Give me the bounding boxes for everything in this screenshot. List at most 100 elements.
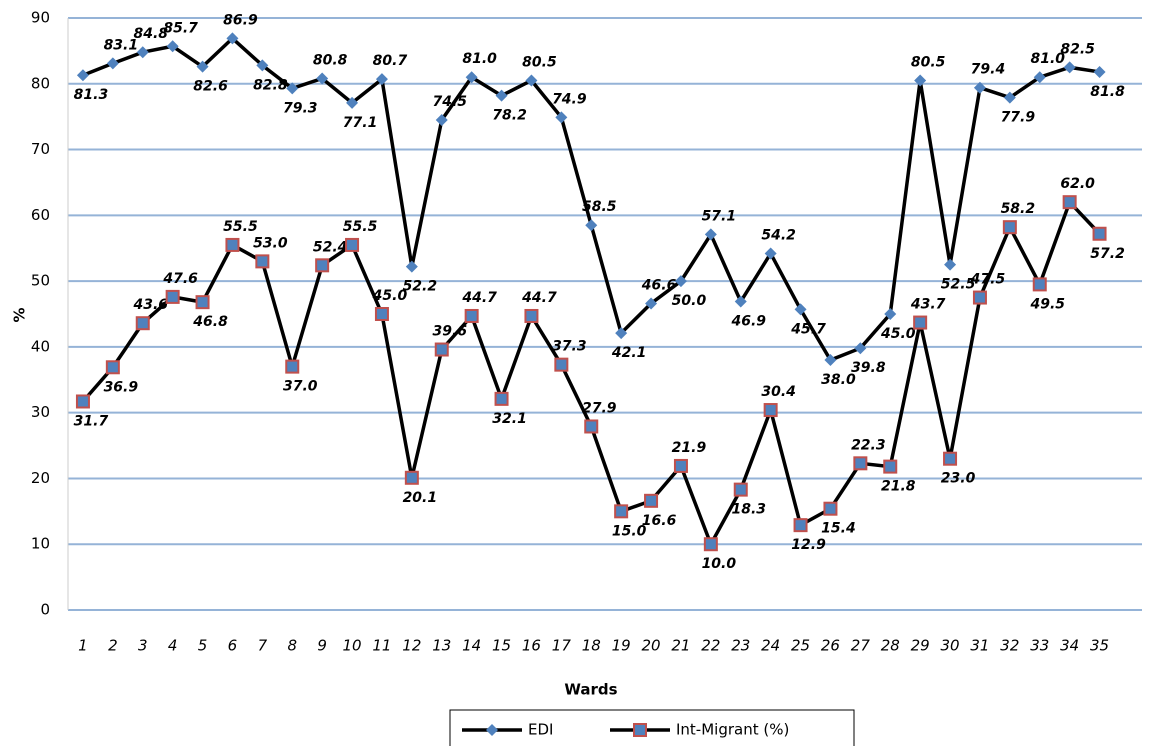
data-label: 80.5 bbox=[522, 54, 557, 70]
x-tick-label: 28 bbox=[881, 637, 900, 655]
marker bbox=[106, 57, 119, 70]
marker bbox=[105, 360, 120, 375]
x-tick-label: 25 bbox=[791, 637, 810, 655]
x-tick-label: 14 bbox=[462, 637, 481, 655]
y-tick-label: 60 bbox=[31, 206, 50, 224]
x-tick-label: 9 bbox=[317, 637, 327, 655]
data-label: 81.0 bbox=[462, 51, 497, 67]
data-label: 22.3 bbox=[851, 437, 886, 453]
marker bbox=[1062, 195, 1077, 210]
data-label: 39.8 bbox=[851, 360, 886, 376]
marker bbox=[375, 73, 388, 86]
data-label: 84.8 bbox=[133, 26, 168, 42]
x-tick-label: 31 bbox=[970, 637, 989, 655]
y-tick-label: 50 bbox=[31, 272, 50, 290]
data-label: 15.0 bbox=[612, 523, 647, 539]
x-tick-label: 6 bbox=[228, 637, 238, 655]
x-tick-label: 19 bbox=[612, 637, 631, 655]
legend-marker bbox=[486, 724, 498, 736]
marker bbox=[943, 451, 958, 466]
data-label: 80.8 bbox=[313, 53, 348, 69]
x-tick-label: 3 bbox=[138, 637, 148, 655]
x-tick-label: 4 bbox=[168, 637, 178, 655]
x-tick-label: 35 bbox=[1090, 637, 1109, 655]
marker bbox=[763, 403, 778, 418]
data-label: 49.5 bbox=[1029, 296, 1065, 312]
marker bbox=[614, 504, 629, 519]
data-label: 55.5 bbox=[223, 219, 258, 235]
data-label: 37.3 bbox=[552, 339, 587, 355]
marker bbox=[256, 59, 269, 72]
x-tick-label: 17 bbox=[552, 637, 572, 655]
x-tick-label: 33 bbox=[1030, 637, 1049, 655]
y-tick-label: 80 bbox=[31, 74, 50, 92]
data-label: 21.8 bbox=[881, 479, 916, 495]
x-tick-label: 2 bbox=[108, 637, 118, 655]
data-label: 38.0 bbox=[821, 372, 856, 388]
marker bbox=[255, 254, 270, 269]
marker bbox=[494, 391, 509, 406]
marker bbox=[854, 342, 867, 355]
marker bbox=[584, 419, 599, 434]
marker bbox=[346, 96, 359, 109]
data-label: 27.9 bbox=[582, 400, 617, 416]
data-label: 80.7 bbox=[373, 53, 408, 69]
marker bbox=[1063, 61, 1076, 74]
data-label: 85.7 bbox=[163, 20, 198, 36]
marker bbox=[734, 295, 747, 308]
marker bbox=[973, 81, 986, 94]
data-label: 62.0 bbox=[1060, 176, 1095, 192]
data-label: 21.9 bbox=[672, 440, 707, 456]
y-tick-label: 40 bbox=[31, 337, 50, 355]
marker bbox=[135, 316, 150, 331]
y-tick-label: 10 bbox=[31, 535, 50, 553]
marker bbox=[944, 258, 957, 271]
marker bbox=[435, 113, 448, 126]
marker bbox=[166, 40, 179, 53]
data-label: 16.6 bbox=[642, 513, 677, 529]
marker bbox=[733, 482, 748, 497]
marker bbox=[374, 307, 389, 321]
marker bbox=[554, 357, 569, 372]
marker bbox=[585, 219, 598, 232]
data-label: 81.0 bbox=[1030, 51, 1065, 67]
x-tick-label: 22 bbox=[701, 637, 720, 655]
x-tick-label: 8 bbox=[287, 637, 297, 655]
y-tick-label: 70 bbox=[31, 140, 50, 158]
data-label: 58.2 bbox=[1001, 201, 1036, 217]
data-label: 44.7 bbox=[461, 290, 497, 306]
marker bbox=[76, 69, 89, 82]
data-label: 82.6 bbox=[193, 79, 228, 95]
data-label: 44.7 bbox=[521, 290, 557, 306]
y-tick-label: 30 bbox=[31, 403, 50, 421]
marker bbox=[464, 308, 479, 323]
x-tick-label: 21 bbox=[671, 637, 690, 655]
marker bbox=[883, 459, 898, 474]
marker bbox=[1033, 71, 1046, 84]
marker bbox=[1003, 91, 1016, 104]
data-label: 45.7 bbox=[790, 321, 826, 337]
x-tick-label: 24 bbox=[761, 637, 780, 655]
marker bbox=[75, 394, 90, 409]
data-label: 31.7 bbox=[74, 413, 109, 429]
marker bbox=[315, 258, 330, 273]
marker bbox=[644, 493, 659, 508]
data-label: 18.3 bbox=[731, 502, 766, 518]
marker bbox=[136, 46, 149, 59]
data-label: 43.6 bbox=[132, 297, 168, 313]
data-label: 52.4 bbox=[313, 239, 348, 255]
data-label: 53.0 bbox=[253, 235, 288, 251]
x-tick-label: 11 bbox=[372, 637, 391, 655]
marker bbox=[704, 228, 717, 241]
data-label: 80.5 bbox=[911, 54, 946, 70]
marker bbox=[286, 82, 299, 95]
data-label: 46.8 bbox=[192, 314, 228, 330]
data-label: 81.8 bbox=[1090, 84, 1125, 100]
marker bbox=[972, 290, 987, 305]
data-label: 79.4 bbox=[971, 62, 1006, 78]
data-label: 50.0 bbox=[672, 293, 707, 309]
x-tick-label: 5 bbox=[198, 637, 208, 655]
data-label: 77.9 bbox=[1001, 110, 1036, 126]
data-label: 74.9 bbox=[552, 91, 587, 107]
